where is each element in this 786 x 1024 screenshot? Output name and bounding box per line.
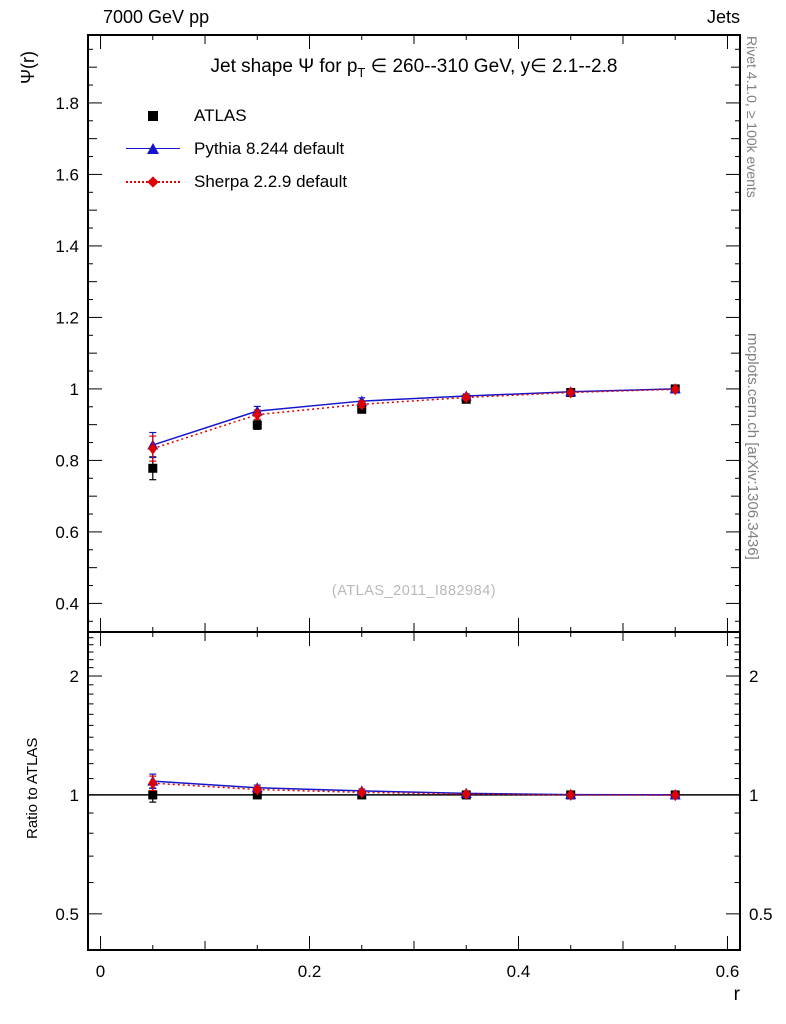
title-pre: Jet shape Ψ for p bbox=[210, 56, 358, 77]
x-axis-label: r bbox=[733, 984, 740, 1005]
legend-label-pythia: Pythia 8.244 default bbox=[194, 138, 345, 158]
title-post: ∈ 260--310 GeV, y∈ 2.1--2.8 bbox=[365, 56, 618, 77]
tick-label: 0.2 bbox=[298, 962, 322, 981]
series-sherpa-2-2-9-default bbox=[148, 383, 680, 462]
ratio-y-axis-label: Ratio to ATLAS bbox=[24, 737, 41, 839]
tick-label: 0.6 bbox=[55, 523, 79, 542]
tick-label: 0 bbox=[96, 962, 105, 981]
mcplots-arxiv-label: mcplots.cern.ch [arXiv:1306.3436] bbox=[744, 333, 761, 560]
tick-label: 1.6 bbox=[55, 165, 79, 184]
legend-item-pythia: Pythia 8.244 default bbox=[124, 132, 347, 165]
legend-label-sherpa: Sherpa 2.2.9 default bbox=[194, 171, 348, 191]
triangle-marker-icon bbox=[124, 139, 182, 159]
analysis-group-label: Jets bbox=[706, 7, 740, 27]
tick-label: 0.5 bbox=[55, 905, 79, 924]
beam-energy-label: 7000 GeV pp bbox=[103, 7, 210, 27]
tick-label: 0.4 bbox=[55, 594, 79, 613]
tick-label: 1 bbox=[70, 380, 79, 399]
square-marker-icon bbox=[124, 106, 182, 126]
tick-label: 1.8 bbox=[55, 94, 79, 113]
tick-label: 2 bbox=[70, 667, 79, 686]
legend-item-atlas: ATLAS bbox=[124, 99, 347, 132]
ratio-panel-frame bbox=[87, 631, 741, 951]
tick-label: 1.4 bbox=[55, 237, 79, 256]
tick-label: 2 bbox=[749, 667, 758, 686]
tick-label: 1 bbox=[749, 786, 758, 805]
diamond-marker-icon bbox=[124, 172, 182, 192]
series-sherpa-2-2-9-default bbox=[148, 775, 680, 802]
legend-label-atlas: ATLAS bbox=[194, 105, 247, 125]
plot-title: Jet shape Ψ for pT ∈ 260--310 GeV, y∈ 2.… bbox=[88, 55, 740, 80]
tick-label: 0.4 bbox=[507, 962, 531, 981]
tick-label: 0.5 bbox=[749, 905, 773, 924]
series-pythia-8-244-default bbox=[147, 383, 681, 459]
tick-label: 1 bbox=[70, 786, 79, 805]
legend: ATLAS Pythia 8.244 default Sherpa 2.2.9 … bbox=[124, 99, 347, 198]
tick-label: 1.2 bbox=[55, 308, 79, 327]
rivet-version-label: Rivet 4.1.0, ≥ 100k events bbox=[744, 36, 760, 198]
legend-item-sherpa: Sherpa 2.2.9 default bbox=[124, 165, 347, 198]
tick-label: 0.6 bbox=[716, 962, 740, 981]
title-subscript: T bbox=[357, 64, 366, 80]
top-y-axis-label: Ψ(r) bbox=[18, 50, 38, 84]
tick-label: 0.8 bbox=[55, 451, 79, 470]
tick-labels: 0.4 0.6 0.8 1 1.2 1.4 1.6 1.8 0.5 0.5 1 1 2 2 0 0.2 0.4 0… bbox=[55, 94, 772, 981]
analysis-id-watermark: (ATLAS_2011_I882984) bbox=[331, 583, 497, 599]
